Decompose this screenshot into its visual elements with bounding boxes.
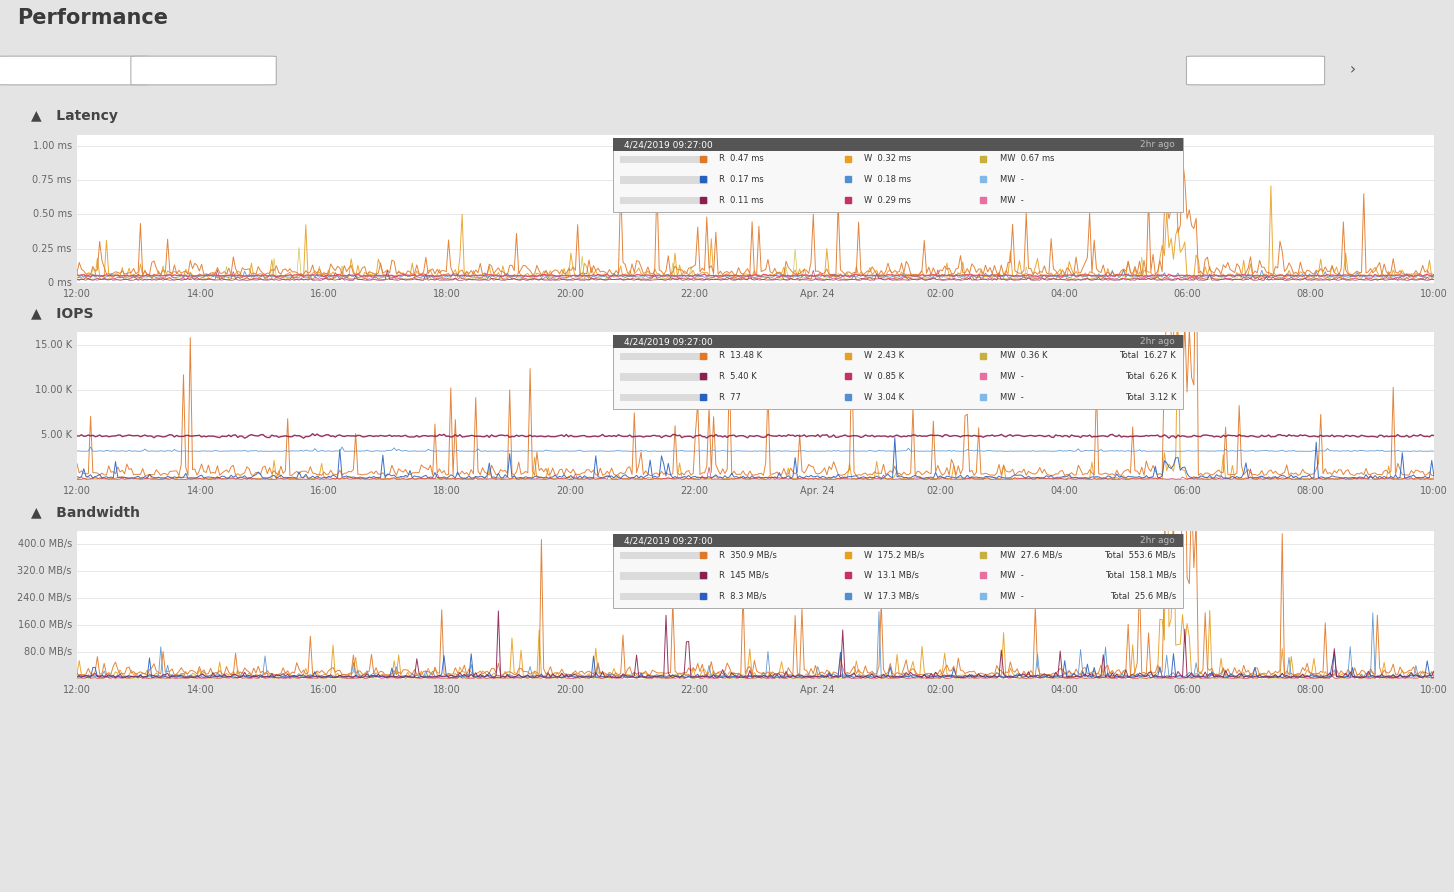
Text: W  0.85 K: W 0.85 K: [864, 372, 904, 381]
Text: MW  -: MW -: [1000, 175, 1024, 184]
Text: R  5.40 K: R 5.40 K: [718, 372, 756, 381]
Text: MW  -: MW -: [1000, 372, 1024, 381]
FancyBboxPatch shape: [619, 374, 708, 381]
Text: Last day  ▾: Last day ▾: [1227, 65, 1282, 75]
FancyBboxPatch shape: [131, 56, 276, 85]
Text: 80.0 MB/s: 80.0 MB/s: [23, 647, 71, 657]
Text: 4/24/2019 09:27:00: 4/24/2019 09:27:00: [624, 140, 712, 149]
Text: Performance: Performance: [17, 7, 169, 28]
FancyBboxPatch shape: [1186, 56, 1325, 85]
Text: 2hr ago: 2hr ago: [1140, 536, 1175, 545]
Text: Total  553.6 MB/s: Total 553.6 MB/s: [1105, 550, 1176, 559]
FancyBboxPatch shape: [619, 593, 708, 600]
Text: MW  0.67 ms: MW 0.67 ms: [1000, 154, 1054, 163]
Text: W  3.04 K: W 3.04 K: [864, 392, 904, 401]
FancyBboxPatch shape: [619, 156, 708, 163]
Text: W  17.3 MB/s: W 17.3 MB/s: [864, 591, 919, 600]
Text: ▲   Latency: ▲ Latency: [31, 109, 118, 123]
Text: 0.25 ms: 0.25 ms: [32, 244, 71, 253]
Text: 2hr ago: 2hr ago: [1140, 337, 1175, 346]
FancyBboxPatch shape: [619, 177, 708, 184]
Text: Total  16.27 K: Total 16.27 K: [1120, 351, 1176, 360]
Text: MW  -: MW -: [1000, 591, 1024, 600]
Text: R  145 MB/s: R 145 MB/s: [718, 571, 769, 580]
FancyBboxPatch shape: [619, 552, 708, 558]
Text: W  175.2 MB/s: W 175.2 MB/s: [864, 550, 925, 559]
Text: ⊡ Compare To: ⊡ Compare To: [167, 65, 240, 75]
Text: 160.0 MB/s: 160.0 MB/s: [17, 620, 71, 630]
Text: 10.00 K: 10.00 K: [35, 385, 71, 395]
Text: R  13.48 K: R 13.48 K: [718, 351, 762, 360]
Text: 0 ms: 0 ms: [48, 278, 71, 288]
Text: Selections (3)  ▾: Selections (3) ▾: [31, 65, 115, 75]
Text: MW  27.6 MB/s: MW 27.6 MB/s: [1000, 550, 1061, 559]
Text: R  0.47 ms: R 0.47 ms: [718, 154, 763, 163]
FancyBboxPatch shape: [619, 573, 708, 580]
FancyBboxPatch shape: [619, 394, 708, 401]
Text: Total  3.12 K: Total 3.12 K: [1125, 392, 1176, 401]
Text: 0.50 ms: 0.50 ms: [32, 210, 71, 219]
Text: R  0.11 ms: R 0.11 ms: [718, 195, 763, 204]
Text: 400.0 MB/s: 400.0 MB/s: [17, 540, 71, 549]
Text: W  13.1 MB/s: W 13.1 MB/s: [864, 571, 919, 580]
Text: 2hr ago: 2hr ago: [1140, 140, 1175, 149]
Text: 0.75 ms: 0.75 ms: [32, 175, 71, 186]
Text: MW  -: MW -: [1000, 571, 1024, 580]
Text: 240.0 MB/s: 240.0 MB/s: [17, 593, 71, 603]
FancyBboxPatch shape: [614, 138, 1184, 152]
Text: ‹: ‹: [1320, 62, 1326, 78]
FancyBboxPatch shape: [614, 335, 1184, 348]
Text: R  77: R 77: [718, 392, 740, 401]
Text: MW  0.36 K: MW 0.36 K: [1000, 351, 1047, 360]
FancyBboxPatch shape: [619, 352, 708, 359]
Text: MW  -: MW -: [1000, 392, 1024, 401]
Text: 1.00 ms: 1.00 ms: [32, 141, 71, 151]
Text: Total  25.6 MB/s: Total 25.6 MB/s: [1109, 591, 1176, 600]
Text: W  0.29 ms: W 0.29 ms: [864, 195, 912, 204]
Text: ▲   IOPS: ▲ IOPS: [31, 306, 93, 320]
FancyBboxPatch shape: [614, 138, 1184, 212]
Text: Total  6.26 K: Total 6.26 K: [1125, 372, 1176, 381]
Text: W  0.32 ms: W 0.32 ms: [864, 154, 912, 163]
Text: ›: ›: [1349, 62, 1355, 78]
Text: 5.00 K: 5.00 K: [41, 430, 71, 440]
Text: ▲   Bandwidth: ▲ Bandwidth: [31, 505, 140, 519]
FancyBboxPatch shape: [619, 197, 708, 204]
FancyBboxPatch shape: [0, 56, 150, 85]
Text: 15.00 K: 15.00 K: [35, 341, 71, 351]
Text: 320.0 MB/s: 320.0 MB/s: [17, 566, 71, 576]
FancyBboxPatch shape: [614, 534, 1184, 548]
FancyBboxPatch shape: [614, 534, 1184, 608]
Text: 4/24/2019 09:27:00: 4/24/2019 09:27:00: [624, 536, 712, 545]
FancyBboxPatch shape: [614, 335, 1184, 409]
Text: 4/24/2019 09:27:00: 4/24/2019 09:27:00: [624, 337, 712, 346]
Text: Total  158.1 MB/s: Total 158.1 MB/s: [1105, 571, 1176, 580]
Text: W  0.18 ms: W 0.18 ms: [864, 175, 912, 184]
Text: W  2.43 K: W 2.43 K: [864, 351, 904, 360]
Text: R  350.9 MB/s: R 350.9 MB/s: [718, 550, 776, 559]
Text: R  8.3 MB/s: R 8.3 MB/s: [718, 591, 766, 600]
Text: MW  -: MW -: [1000, 195, 1024, 204]
Text: R  0.17 ms: R 0.17 ms: [718, 175, 763, 184]
